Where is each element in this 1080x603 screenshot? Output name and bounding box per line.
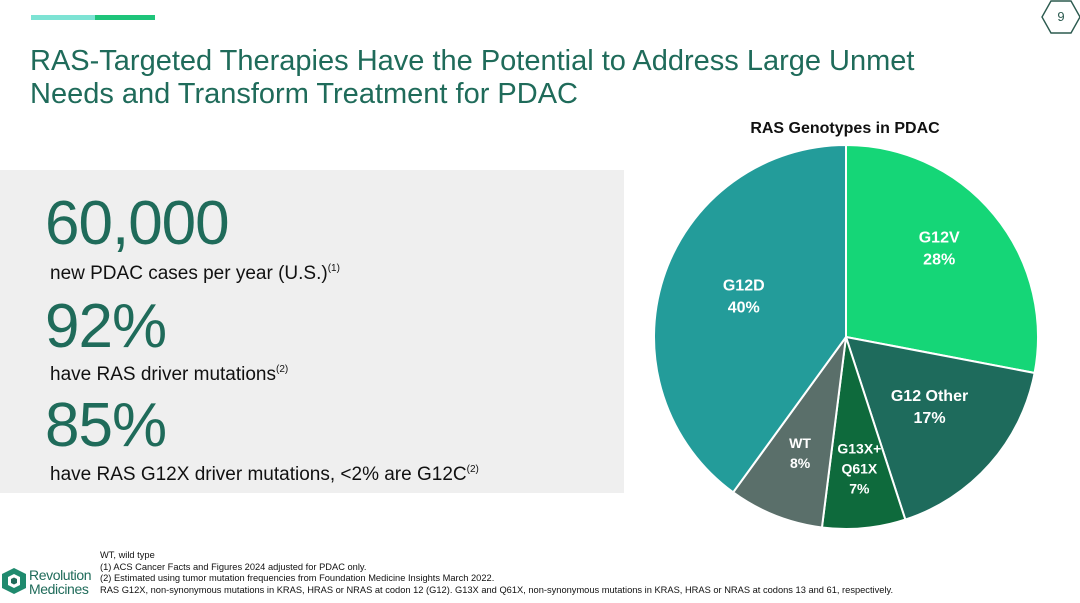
pie-label-g12v: G12V 28% [919,229,960,268]
footnote-1: (1) ACS Cancer Facts and Figures 2024 ad… [100,561,367,572]
page-number-badge: 9 [1041,0,1080,36]
pie-slice-wt [731,336,847,529]
pie-value-label: 28% [923,251,955,268]
title-line-2: Needs and Transform Treatment for PDAC [30,78,578,110]
pie-value-label: 8% [790,455,811,471]
stat-value-cases: 60,000 [45,189,230,258]
stat-label-ras-text: have RAS driver mutations [50,364,276,385]
pie-category-label: G12V [919,229,960,246]
page-title: RAS-Targeted Therapies Have the Potentia… [30,45,1010,111]
stat-label-ras: have RAS driver mutations(2) [50,359,288,386]
chart-title: RAS Genotypes in PDAC [750,120,940,137]
footnotes: WT, wild type (1) ACS Cancer Facts and F… [100,550,1060,596]
stat-label-cases: new PDAC cases per year (U.S.)(1) [50,258,340,285]
logo-line-1: Revolution [29,567,92,583]
stats-panel [0,170,624,493]
footnote-2: (2) Estimated using tumor mutation frequ… [100,573,495,583]
logo-line-2: Medicines [29,581,89,597]
accent-bar-dark [95,15,155,20]
stat-ref-2: (2) [276,364,289,375]
pie-category-label: G13X+ [837,440,881,456]
stat-label-cases-text: new PDAC cases per year (U.S.) [50,263,328,284]
hexagon-icon [1041,0,1080,34]
pie-category-label: G12D [723,277,765,294]
stat-value-g12x: 85% [45,391,167,460]
pie-slice-g12-other [844,335,1036,521]
stat-label-g12x-text: have RAS G12X driver mutations, <2% are … [50,464,467,485]
stat-ref-1: (1) [327,263,340,274]
page-number: 9 [1057,9,1065,24]
logo-text: Revolution Medicines [29,567,92,597]
pie-category-label: WT [789,435,811,451]
accent-bar-light [31,15,95,20]
revolution-medicines-logo-icon [2,568,26,594]
pie-slice-g12v [845,143,1039,375]
pie-label-g12d: G12D 40% [723,277,765,316]
pie-value-label: 7% [849,480,870,496]
stat-label-g12x: have RAS G12X driver mutations, <2% are … [50,459,479,486]
pie-value-label: 40% [728,299,760,316]
pie-label-g13x-q61x: G13X+ Q61X 7% [837,440,881,496]
pie-value-label: 17% [914,410,946,427]
pie-label-g12-other: G12 Other 17% [891,388,968,427]
pie-category-label: G12 Other [891,388,968,405]
pie-slice-g12d [653,143,847,494]
footnote-wt: WT, wild type [100,550,155,560]
stat-ref-3: (2) [466,464,479,475]
stat-value-ras: 92% [45,292,167,361]
pie-label-wt: WT 8% [789,435,811,471]
title-line-1: RAS-Targeted Therapies Have the Potentia… [30,45,915,77]
footnote-definitions: RAS G12X, non-synonymous mutations in KR… [100,584,894,595]
pie-category-label: Q61X [841,460,877,476]
